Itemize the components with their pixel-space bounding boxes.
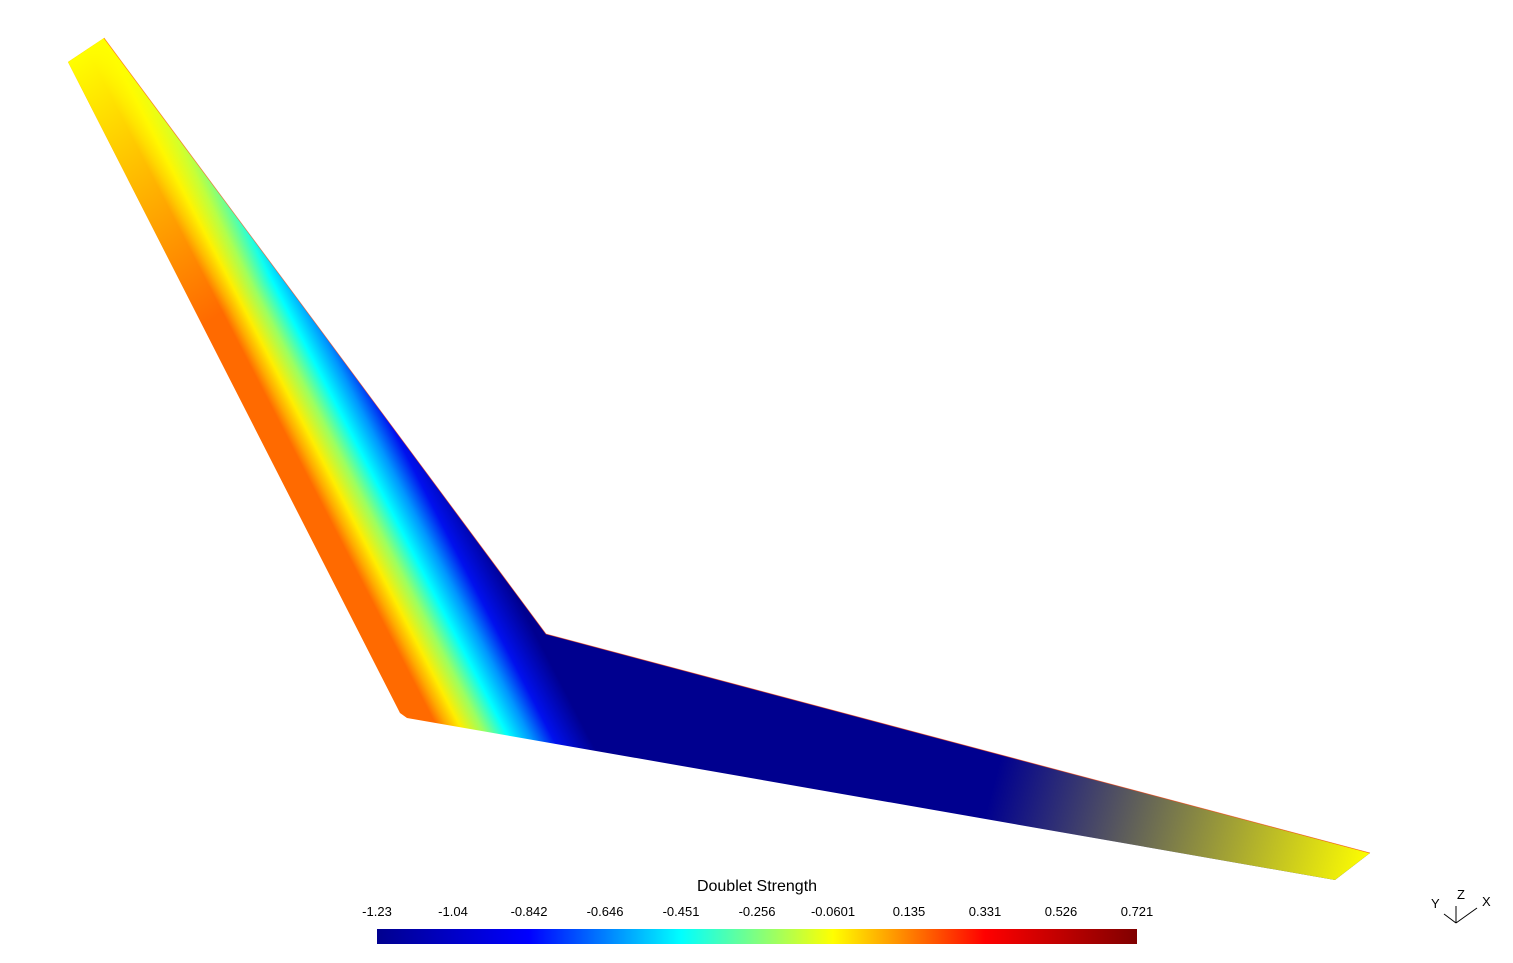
colorbar-tick: -1.23 <box>362 904 392 919</box>
right-wingtip-shading <box>950 700 1370 880</box>
colorbar-title: Doublet Strength <box>696 878 818 895</box>
axes-triad: Y Z X <box>1428 884 1498 928</box>
colorbar-tick: -0.451 <box>662 904 700 919</box>
colorbar-tick: 0.526 <box>1044 904 1078 919</box>
colorbar-tick: -1.04 <box>438 904 468 919</box>
axes-triad-icon <box>1443 906 1478 924</box>
colorbar-gradient <box>377 929 1137 944</box>
triad-z-label: Z <box>1457 887 1465 902</box>
colorbar-tick: -0.842 <box>510 904 548 919</box>
colorbar-tick: 0.331 <box>968 904 1002 919</box>
triad-y-label: Y <box>1431 896 1440 911</box>
left-wingtip-shading <box>68 38 360 380</box>
colorbar-tick: -0.0601 <box>810 904 856 919</box>
colorbar-tick-labels: -1.23 -1.04 -0.842 -0.646 -0.451 -0.256 … <box>362 904 1153 922</box>
colorbar-tick: 0.721 <box>1120 904 1154 919</box>
triad-x-label: X <box>1482 894 1491 909</box>
colorbar-tick: 0.135 <box>892 904 926 919</box>
leading-edge-line <box>103 37 1371 854</box>
colorbar-tick: -0.646 <box>586 904 624 919</box>
wing-body <box>68 38 1370 880</box>
colorbar-tick: -0.256 <box>738 904 776 919</box>
